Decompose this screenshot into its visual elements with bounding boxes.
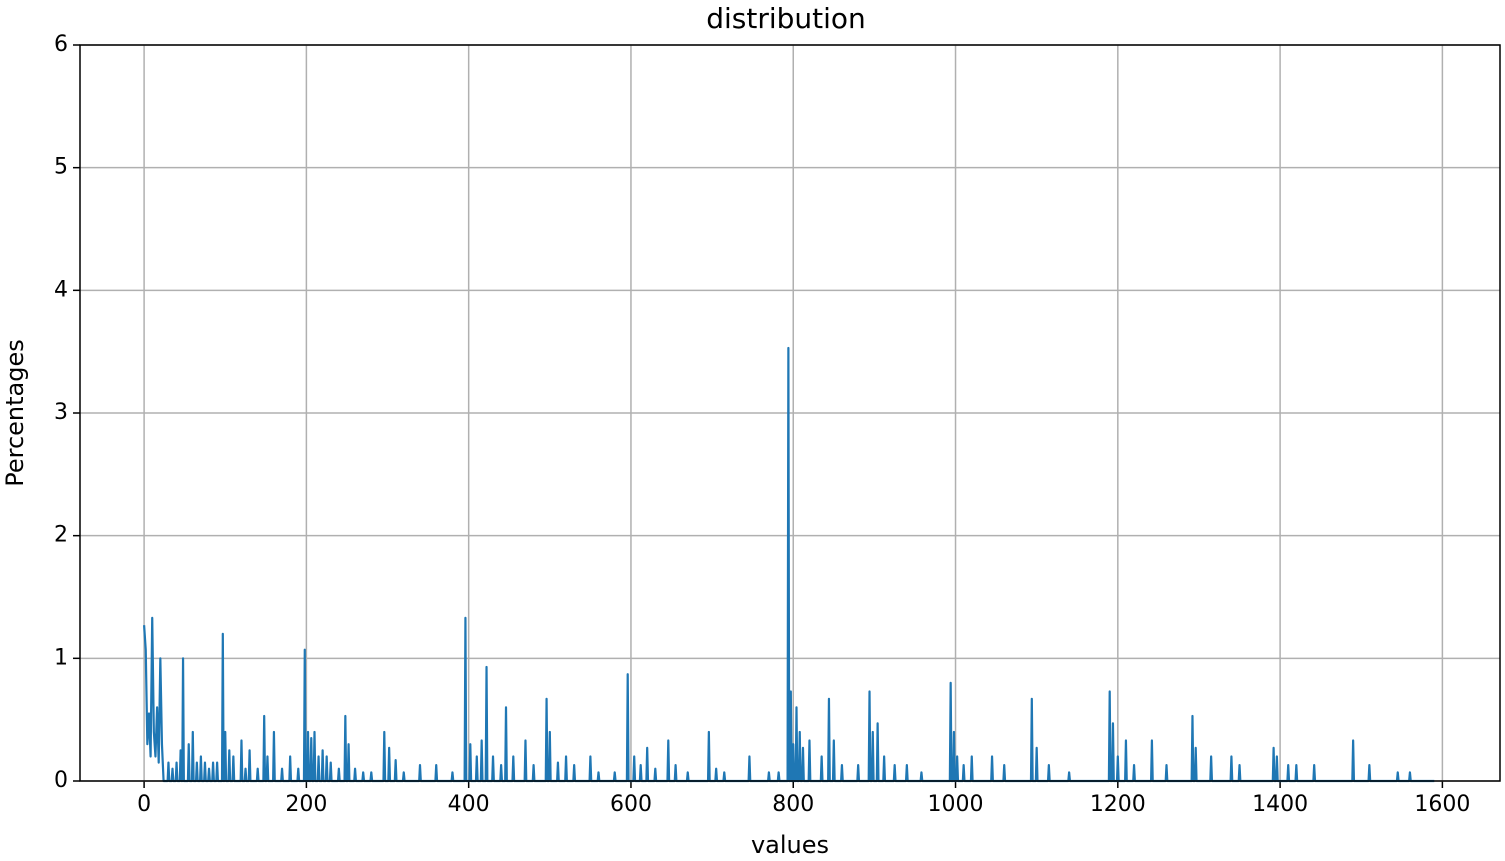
y-tick-label: 5	[54, 155, 68, 180]
y-tick-label: 6	[54, 32, 68, 57]
y-tick-label: 3	[54, 400, 68, 425]
y-tick-label: 1	[54, 645, 68, 670]
x-axis-label: values	[751, 831, 829, 859]
x-tick-label: 600	[610, 792, 652, 817]
plot-frame	[79, 44, 1501, 782]
x-tick-label: 1400	[1252, 792, 1308, 817]
y-axis-label: Percentages	[1, 339, 29, 487]
y-tick-label: 4	[54, 277, 68, 302]
x-tick-label: 200	[285, 792, 327, 817]
x-tick-label: 800	[772, 792, 814, 817]
y-tick-label: 2	[54, 523, 68, 548]
x-tick-label: 1200	[1090, 792, 1146, 817]
x-tick-label: 400	[448, 792, 490, 817]
x-tick-label: 0	[137, 792, 151, 817]
y-tick-label: 0	[54, 768, 68, 793]
x-tick-label: 1000	[928, 792, 984, 817]
chart-title: distribution	[706, 2, 866, 35]
x-tick-label: 1600	[1414, 792, 1470, 817]
